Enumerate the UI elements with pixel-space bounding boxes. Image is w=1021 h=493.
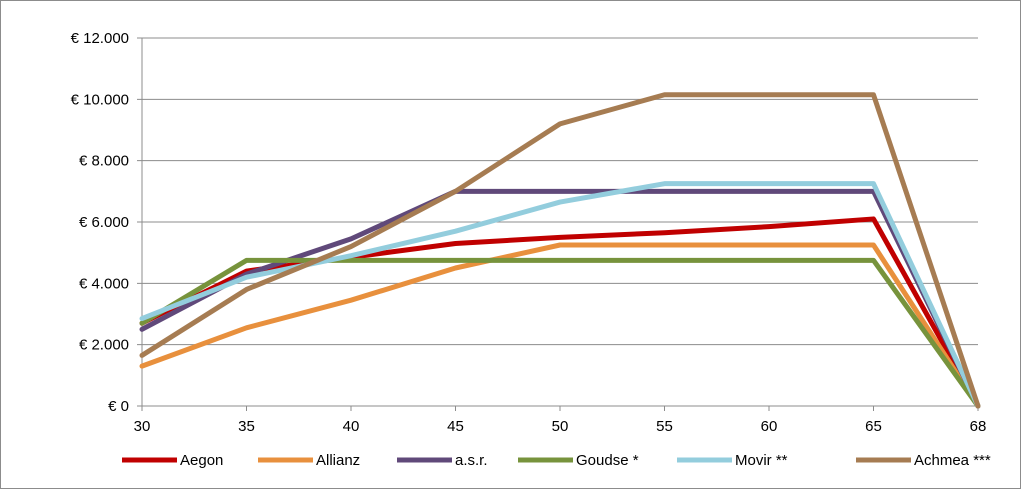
legend-label-2: Allianz [316, 452, 360, 469]
series-line-6 [142, 95, 978, 406]
legend-label-1: Aegon [180, 452, 223, 469]
x-tick-label: 40 [343, 418, 360, 435]
legend: Aegon Allianz a.s.r. Goudse * Movir ** Achmea… [122, 452, 991, 469]
y-tick-label: € 10.000 [71, 91, 129, 108]
y-tick-label: € 2.000 [79, 337, 129, 354]
legend-label-4: Goudse * [576, 452, 639, 469]
series-lines [142, 95, 978, 406]
legend-label-6: Achmea *** [914, 452, 991, 469]
x-tick-label: 45 [447, 418, 464, 435]
y-tick-label: € 6.000 [79, 214, 129, 231]
y-tick-label: € 4.000 [79, 275, 129, 292]
series-line-3 [142, 191, 978, 406]
legend-label-5: Movir ** [735, 452, 788, 469]
x-tick-label: 35 [238, 418, 255, 435]
x-axis-ticks: 30 35 40 45 50 55 60 65 68 [134, 406, 987, 435]
series-line-5 [142, 184, 978, 406]
y-tick-label: € 0 [108, 398, 129, 415]
y-axis-ticks: € 0 € 2.000 € 4.000 € 6.000 € 8.000 € 10.000 €… [71, 30, 129, 415]
x-tick-label: 68 [970, 418, 987, 435]
x-tick-label: 50 [552, 418, 569, 435]
y-tick-label: € 12.000 [71, 30, 129, 47]
y-tick-label: € 8.000 [79, 153, 129, 170]
legend-label-3: a.s.r. [455, 452, 488, 469]
x-tick-label: 30 [134, 418, 151, 435]
x-tick-label: 60 [761, 418, 778, 435]
x-tick-label: 65 [865, 418, 882, 435]
x-tick-label: 55 [656, 418, 673, 435]
